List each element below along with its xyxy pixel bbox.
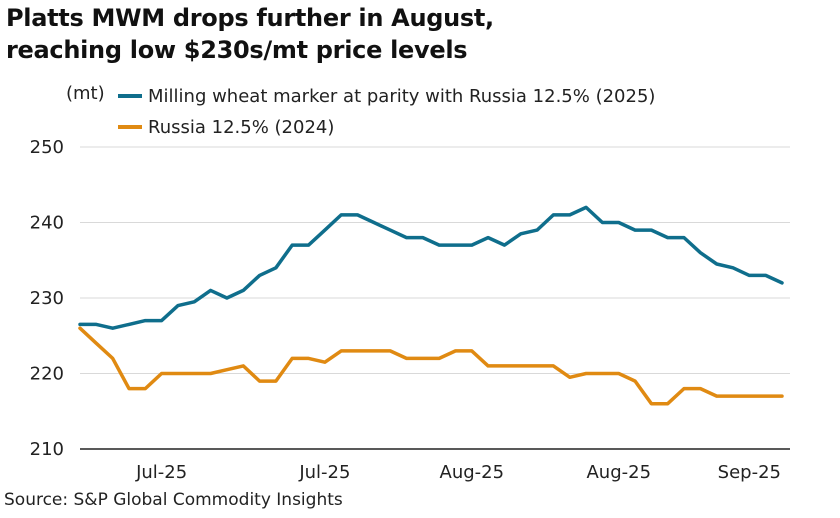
series-line-1: [78, 205, 784, 330]
x-tick-label: Aug-25: [586, 462, 651, 483]
x-tick-labels: Jul-25 Jul-25 Aug-25 Aug-25 Sep-25: [135, 462, 781, 483]
y-tick-label: 220: [30, 364, 64, 385]
series-lines: [78, 205, 784, 406]
series-line-2: [78, 326, 784, 406]
y-tick-label: 250: [30, 137, 64, 158]
legend: Milling wheat marker at parity with Russ…: [118, 86, 655, 138]
chart-title-line-2: reaching low $230s/mt price levels: [6, 36, 468, 64]
grid-lines: [80, 146, 790, 450]
x-tick-label: Aug-25: [440, 462, 505, 483]
x-tick-label: Jul-25: [135, 462, 187, 483]
legend-label-series-1: Milling wheat marker at parity with Russ…: [148, 86, 655, 107]
source-note: Source: S&P Global Commodity Insights: [4, 490, 343, 510]
chart-title-line-1: Platts MWM drops further in August,: [6, 4, 494, 32]
y-tick-label: 230: [30, 288, 64, 309]
y-tick-label: 240: [30, 213, 64, 234]
x-tick-label: Jul-25: [298, 462, 350, 483]
y-tick-label: 210: [30, 439, 64, 460]
y-tick-labels: 210 220 230 240 250: [30, 137, 64, 460]
legend-label-series-2: Russia 12.5% (2024): [148, 117, 334, 138]
x-tick-label: Sep-25: [718, 462, 781, 483]
y-axis-unit-label: (mt): [66, 83, 105, 104]
chart-title: Platts MWM drops further in August, reac…: [6, 2, 826, 66]
